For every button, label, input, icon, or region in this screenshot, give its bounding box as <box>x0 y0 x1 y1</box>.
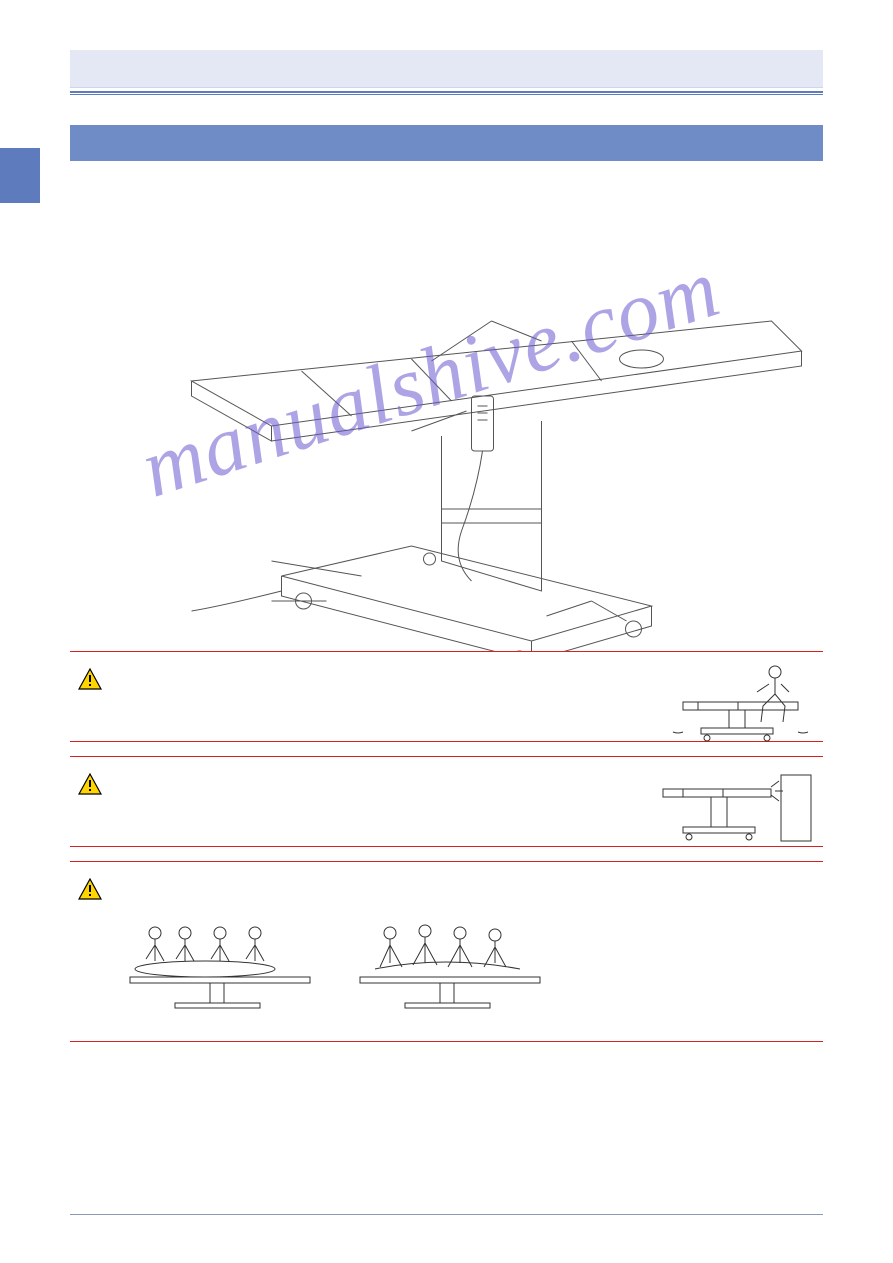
warning-illustration-collision <box>653 767 813 847</box>
manual-page: manualshive.com <box>0 0 893 1263</box>
caution-icon <box>78 878 102 903</box>
page-header-band <box>70 50 823 88</box>
warning-illustration-sitting <box>653 662 813 742</box>
intro-text <box>70 183 823 253</box>
footer-rule <box>70 1214 823 1215</box>
header-rule <box>70 91 823 95</box>
caution-icon <box>78 668 102 693</box>
caution-icon <box>78 773 102 798</box>
warning-block <box>70 756 823 846</box>
warning-illustration-lifting-patient <box>350 921 550 1019</box>
operating-table-diagram <box>70 261 823 651</box>
warning-block <box>70 861 823 1042</box>
section-title-bar <box>70 125 823 161</box>
warning-illustration-rolling-patient <box>120 921 320 1019</box>
warning-block <box>70 651 823 741</box>
section-tab <box>0 148 40 203</box>
